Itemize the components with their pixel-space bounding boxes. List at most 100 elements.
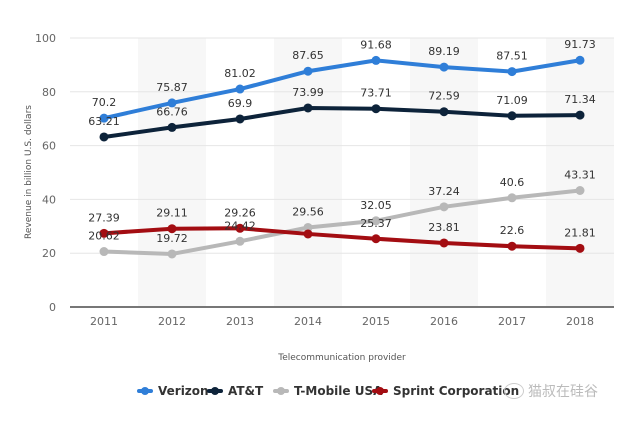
series-line-t-mobile-usa	[102, 188, 582, 256]
data-point-t-mobile-usa[interactable]	[371, 216, 381, 226]
legend-item-sprint-corporation[interactable]: Sprint Corporation	[372, 384, 519, 398]
y-axis-ticks: 0 20 40 60 80 100	[35, 32, 56, 314]
data-point-verizon[interactable]	[575, 55, 585, 65]
data-point-t-mobile-usa[interactable]	[303, 222, 313, 232]
data-point-t-mobile-usa[interactable]	[439, 202, 449, 212]
data-label-verizon: 87.51	[496, 50, 528, 63]
series-line-verizon	[102, 58, 582, 121]
x-tick-label: 2012	[158, 315, 186, 328]
data-label-t-mobile-usa: 24.42	[224, 219, 256, 232]
x-tick-label: 2017	[498, 315, 526, 328]
data-label-sprint-corporation: 29.11	[156, 207, 188, 220]
legend-swatch-icon	[137, 386, 153, 396]
plot-band	[138, 38, 206, 307]
data-label-sprint-corporation: 23.81	[428, 221, 460, 234]
y-tick-label: 0	[49, 301, 56, 314]
data-label-sprint-corporation: 22.6	[500, 224, 525, 237]
data-label-t-mobile-usa: 37.24	[428, 185, 460, 198]
data-point-at-t[interactable]	[371, 104, 381, 114]
x-axis-ticks: 2011 2012 2013 2014 2015 2016 2017 2018	[90, 315, 594, 328]
data-point-sprint-corporation[interactable]	[575, 243, 585, 253]
y-tick-label: 20	[42, 247, 56, 260]
data-label-at-t: 72.59	[428, 90, 460, 103]
data-label-sprint-corporation: 27.39	[88, 211, 120, 224]
legend-item-t-mobile-usa[interactable]: T-Mobile USA	[273, 384, 382, 398]
data-point-at-t[interactable]	[507, 111, 517, 121]
data-point-sprint-corporation[interactable]	[371, 234, 381, 244]
y-tick-label: 80	[42, 86, 56, 99]
data-label-sprint-corporation: 29.26	[224, 206, 256, 219]
data-point-t-mobile-usa[interactable]	[575, 185, 585, 195]
legend-label: Sprint Corporation	[393, 384, 520, 398]
data-point-t-mobile-usa[interactable]	[167, 249, 177, 259]
legend-swatch-icon	[372, 386, 388, 396]
data-point-verizon[interactable]	[507, 67, 517, 77]
data-point-at-t[interactable]	[99, 132, 109, 142]
legend-label: AT&T	[228, 384, 264, 398]
data-point-sprint-corporation[interactable]	[507, 241, 517, 251]
data-label-t-mobile-usa: 40.6	[500, 176, 525, 189]
data-label-at-t: 71.09	[496, 94, 528, 107]
data-point-t-mobile-usa[interactable]	[99, 247, 109, 257]
legend: Verizon AT&T T-Mobile USA Sprint Corporatio…	[0, 384, 630, 404]
legend-item-verizon[interactable]: Verizon	[137, 384, 209, 398]
data-labels: 70.2 75.87 81.02 87.65 91.68 89.19 87.51 91.73 6…	[88, 38, 596, 245]
x-tick-label: 2018	[566, 315, 594, 328]
x-tick-label: 2016	[430, 315, 458, 328]
data-label-verizon: 89.19	[428, 45, 460, 58]
data-point-verizon[interactable]	[371, 55, 381, 65]
y-tick-label: 60	[42, 140, 56, 153]
data-label-at-t: 73.99	[292, 86, 324, 99]
data-label-at-t: 63.21	[88, 115, 120, 128]
data-label-at-t: 73.71	[360, 87, 392, 100]
data-label-verizon: 91.73	[564, 38, 596, 51]
data-point-sprint-corporation[interactable]	[235, 223, 245, 233]
data-point-verizon[interactable]	[439, 62, 449, 72]
data-label-t-mobile-usa: 20.62	[88, 230, 120, 243]
data-point-sprint-corporation[interactable]	[439, 238, 449, 248]
data-label-sprint-corporation: 25.37	[360, 217, 392, 230]
data-label-verizon: 87.65	[292, 49, 324, 62]
plot-band	[546, 38, 614, 307]
data-label-verizon: 70.2	[92, 96, 117, 109]
data-point-t-mobile-usa[interactable]	[235, 236, 245, 246]
x-tick-label: 2014	[294, 315, 322, 328]
data-point-at-t[interactable]	[167, 122, 177, 132]
data-label-t-mobile-usa: 19.72	[156, 232, 188, 245]
data-point-sprint-corporation[interactable]	[303, 229, 313, 239]
y-tick-label: 100	[35, 32, 56, 45]
data-point-sprint-corporation[interactable]	[167, 224, 177, 234]
series-line-sprint-corporation	[102, 226, 582, 251]
data-point-at-t[interactable]	[439, 107, 449, 117]
data-point-at-t[interactable]	[575, 110, 585, 120]
x-tick-label: 2013	[226, 315, 254, 328]
data-point-at-t[interactable]	[303, 103, 313, 113]
series-lines	[99, 55, 585, 259]
data-label-sprint-corporation: 21.81	[564, 226, 596, 239]
y-axis-title: Revenue in billion U.S. dollars	[24, 105, 34, 239]
data-point-at-t[interactable]	[235, 114, 245, 124]
data-label-verizon: 75.87	[156, 81, 188, 94]
data-label-at-t: 71.34	[564, 93, 596, 106]
data-point-verizon[interactable]	[303, 66, 313, 76]
legend-label: T-Mobile USA	[294, 384, 383, 398]
data-label-t-mobile-usa: 29.56	[292, 205, 324, 218]
data-point-verizon[interactable]	[235, 84, 245, 94]
plot-bands	[138, 38, 614, 307]
watermark: 猫叔在硅谷	[504, 381, 598, 401]
x-tick-label: 2015	[362, 315, 390, 328]
x-tick-label: 2011	[90, 315, 118, 328]
legend-item-at-t[interactable]: AT&T	[207, 384, 263, 398]
data-label-t-mobile-usa: 32.05	[360, 199, 392, 212]
data-point-verizon[interactable]	[99, 113, 109, 123]
data-point-t-mobile-usa[interactable]	[507, 193, 517, 203]
data-point-sprint-corporation[interactable]	[99, 228, 109, 238]
series-line-at-t	[102, 105, 582, 139]
legend-label: Verizon	[158, 384, 209, 398]
x-axis-title: Telecommunication provider	[277, 353, 406, 363]
y-tick-label: 40	[42, 193, 56, 206]
data-label-verizon: 91.68	[360, 38, 392, 51]
plot-band	[274, 38, 342, 307]
data-point-verizon[interactable]	[167, 98, 177, 108]
legend-swatch-icon	[273, 386, 289, 396]
